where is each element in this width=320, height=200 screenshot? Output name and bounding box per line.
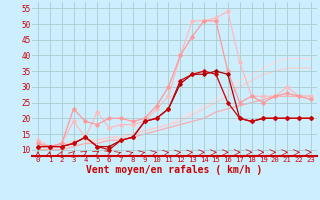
X-axis label: Vent moyen/en rafales ( km/h ): Vent moyen/en rafales ( km/h ) [86, 165, 262, 175]
